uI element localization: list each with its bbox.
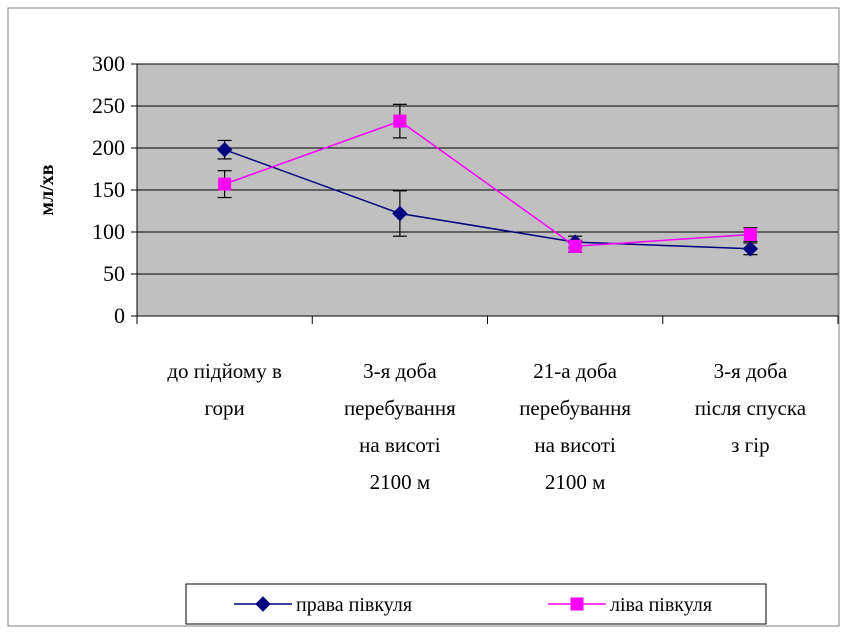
x-category-label: до підйому в гори: [167, 359, 282, 420]
x-category-label-line: 3-я доба: [363, 359, 437, 383]
x-category-label-line: перебування: [344, 396, 456, 420]
y-tick-label: 0: [114, 303, 125, 328]
y-axis-title: мл/хв: [36, 164, 58, 215]
data-point: [393, 114, 407, 128]
x-category-label-line: з гір: [731, 433, 770, 457]
x-category-label-line: на висоті: [359, 433, 441, 457]
legend-label: ліва півкуля: [610, 594, 712, 616]
y-tick-label: 250: [92, 93, 125, 118]
y-tick-label: 200: [92, 135, 125, 160]
data-point: [218, 177, 232, 191]
y-tick-label: 300: [92, 51, 125, 76]
x-category-label-line: 21-а доба: [533, 359, 617, 383]
legend-entry: права півкуля: [234, 594, 412, 616]
data-point: [743, 228, 757, 242]
y-tick-labels: 0 50 100 150 200 250 300: [92, 51, 125, 328]
x-category-label-line: гори: [204, 396, 244, 420]
legend-marker: [570, 597, 584, 611]
x-category-label-line: до підйому в: [167, 359, 282, 383]
legend-label: права півкуля: [296, 594, 412, 616]
legend-marker: [255, 596, 271, 612]
x-category-label: 3-я доба після спуска з гір: [695, 359, 807, 457]
data-point: [742, 241, 759, 257]
series-line: [224, 120, 751, 248]
x-category-labels: до підйому в гори 3-я доба перебування на ви…: [167, 359, 806, 494]
y-tick-label: 150: [92, 177, 125, 202]
x-category-label-line: 3-я доба: [714, 359, 788, 383]
gridlines: [137, 63, 838, 275]
series-1: [217, 103, 758, 253]
axes: [131, 63, 839, 324]
series-line: [224, 148, 751, 250]
y-tick-label: 50: [103, 261, 125, 286]
x-category-label: 3-я доба перебування на висоті 2100 м: [344, 359, 456, 494]
legend-entry: ліва півкуля: [548, 594, 712, 616]
y-tick-label: 100: [92, 219, 125, 244]
x-category-label-line: перебування: [519, 396, 631, 420]
series: [216, 103, 759, 257]
x-category-label: 21-а доба перебування на висоті 2100 м: [519, 359, 631, 494]
data-point: [568, 239, 582, 253]
legend: права півкуля ліва півкуля: [234, 594, 712, 616]
x-category-label-line: 2100 м: [545, 470, 606, 494]
x-category-label-line: 2100 м: [370, 470, 431, 494]
x-category-label-line: після спуска: [695, 396, 807, 420]
data-point: [392, 205, 408, 222]
data-point: [216, 141, 233, 158]
x-category-label-line: на висоті: [534, 433, 616, 457]
